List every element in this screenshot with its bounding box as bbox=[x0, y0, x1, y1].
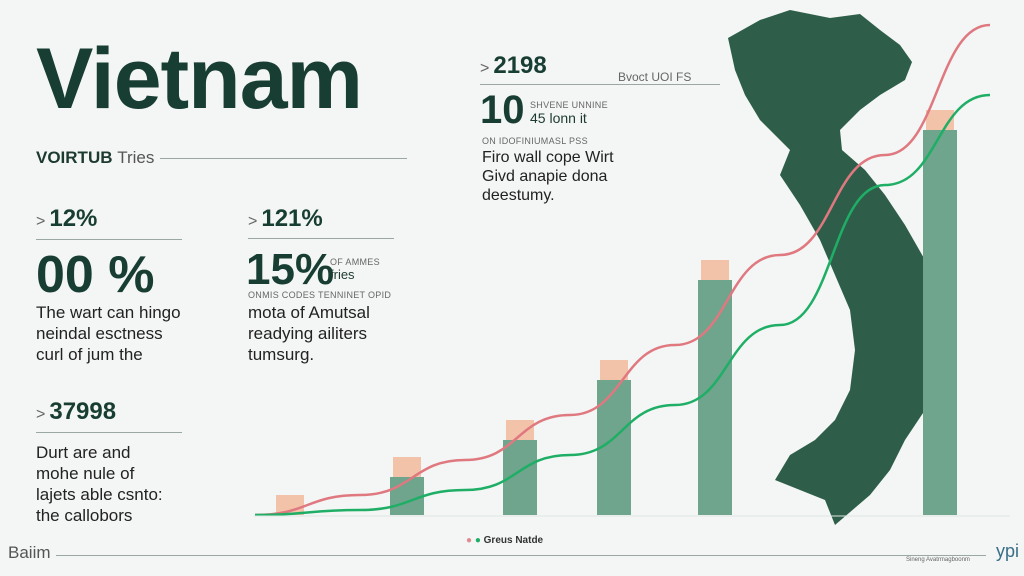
divider bbox=[160, 158, 407, 159]
line: lajets able csnto: bbox=[36, 485, 163, 504]
stat-1-head: >12% bbox=[36, 205, 98, 232]
divider bbox=[248, 238, 394, 239]
stat-value: 12% bbox=[49, 205, 98, 232]
line: 45 lonn it bbox=[530, 110, 587, 126]
footer-right-logo: ypi bbox=[996, 541, 1020, 561]
bar bbox=[923, 130, 957, 515]
footer-divider bbox=[56, 555, 986, 556]
series-line bbox=[254, 93, 991, 517]
line: Firo wall cope Wirt bbox=[482, 149, 614, 166]
legend-label: Greus Natde bbox=[483, 535, 544, 546]
line: SHVENE UNNINE bbox=[530, 100, 608, 110]
bar-cap-box bbox=[600, 360, 628, 380]
top-stat-big: 10 bbox=[480, 88, 525, 132]
legend-dot-red: ● bbox=[466, 535, 473, 546]
line: The wart can hingo bbox=[36, 303, 181, 322]
bar-cap-box bbox=[701, 260, 729, 280]
line: deestumy. bbox=[482, 187, 555, 204]
line: the callobors bbox=[36, 506, 133, 525]
stat-value: 121% bbox=[261, 205, 323, 232]
stat-2-head: >121% bbox=[248, 205, 323, 232]
stat-1-body: The wart can hingo neindal esctness curl o… bbox=[36, 302, 181, 365]
stat-2-big: 15% bbox=[246, 245, 335, 294]
line: Durt are and bbox=[36, 443, 131, 462]
divider bbox=[36, 432, 182, 433]
bar bbox=[698, 280, 732, 515]
line: fries bbox=[330, 267, 355, 282]
top-stat-note: ON IDOFINIUMASL PSS bbox=[482, 136, 588, 146]
line: OF AMMES bbox=[330, 257, 380, 267]
bar bbox=[390, 477, 424, 515]
top-stat-body: Firo wall cope Wirt Givd anapie dona deest… bbox=[482, 148, 614, 205]
stat-value: 37998 bbox=[49, 398, 117, 425]
line: readying ailiters bbox=[248, 324, 368, 343]
legend-dot-green: ● bbox=[474, 535, 481, 546]
stat-2-body: mota of Amutsal readying ailiters tumsurg. bbox=[248, 302, 370, 365]
line: tumsurg. bbox=[248, 345, 315, 364]
stat-3-head: >37998 bbox=[36, 398, 117, 425]
page-title: Vietnam bbox=[36, 31, 363, 127]
line: curl of jum the bbox=[36, 345, 143, 364]
top-stat-right: Bvoct UOI FS bbox=[618, 70, 692, 84]
line: Givd anapie dona bbox=[482, 168, 608, 185]
subtitle-light: Tries bbox=[117, 148, 155, 167]
stat-2-side: OF AMMES fries bbox=[330, 257, 380, 282]
divider bbox=[36, 239, 182, 240]
top-stat-side: SHVENE UNNINE 45 lonn it bbox=[530, 100, 608, 126]
top-stat-head: >2198 bbox=[480, 52, 547, 79]
series-line bbox=[254, 23, 991, 517]
vietnam-map bbox=[728, 10, 945, 525]
line: mohe nule of bbox=[36, 464, 135, 483]
footer-logo: Baiim bbox=[8, 543, 51, 562]
legend: ● ● Greus Natde bbox=[466, 535, 543, 546]
footer-caption: Sineng Avatrmagboonm bbox=[906, 557, 970, 563]
subtitle-bold: VOIRTUB bbox=[36, 148, 113, 167]
divider bbox=[480, 84, 720, 85]
stat-value: 2198 bbox=[493, 52, 547, 79]
bar-cap-box bbox=[393, 457, 421, 477]
bar-cap-box bbox=[506, 420, 534, 440]
line: mota of Amutsal bbox=[248, 303, 370, 322]
stat-1-big: 00 % bbox=[36, 246, 155, 304]
line: neindal esctness bbox=[36, 324, 163, 343]
subtitle: VOIRTUB Tries bbox=[36, 148, 154, 168]
stat-2-note: ONMIS CODES TENNINET OPID bbox=[248, 290, 392, 300]
stat-3-body: Durt are and mohe nule of lajets able csnt… bbox=[36, 442, 163, 526]
